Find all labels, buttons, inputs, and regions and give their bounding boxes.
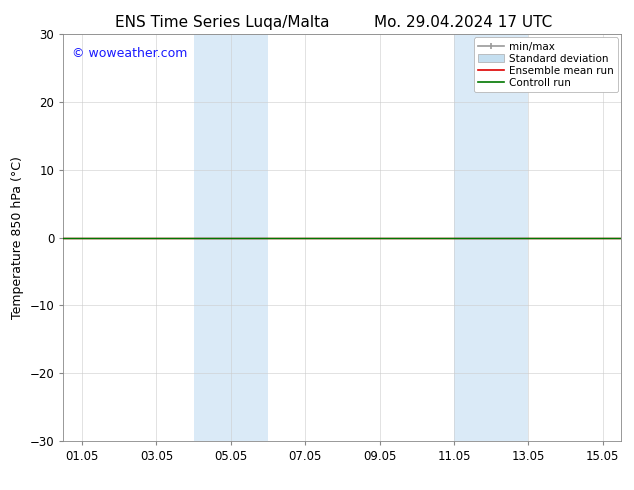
Legend: min/max, Standard deviation, Ensemble mean run, Controll run: min/max, Standard deviation, Ensemble me…	[474, 37, 618, 92]
Bar	[193, 34, 268, 441]
Text: ENS Time Series Luqa/Malta: ENS Time Series Luqa/Malta	[115, 15, 329, 30]
Y-axis label: Temperature 850 hPa (°C): Temperature 850 hPa (°C)	[11, 156, 24, 319]
Text: © woweather.com: © woweather.com	[72, 47, 187, 59]
Text: Mo. 29.04.2024 17 UTC: Mo. 29.04.2024 17 UTC	[373, 15, 552, 30]
Bar	[454, 34, 528, 441]
